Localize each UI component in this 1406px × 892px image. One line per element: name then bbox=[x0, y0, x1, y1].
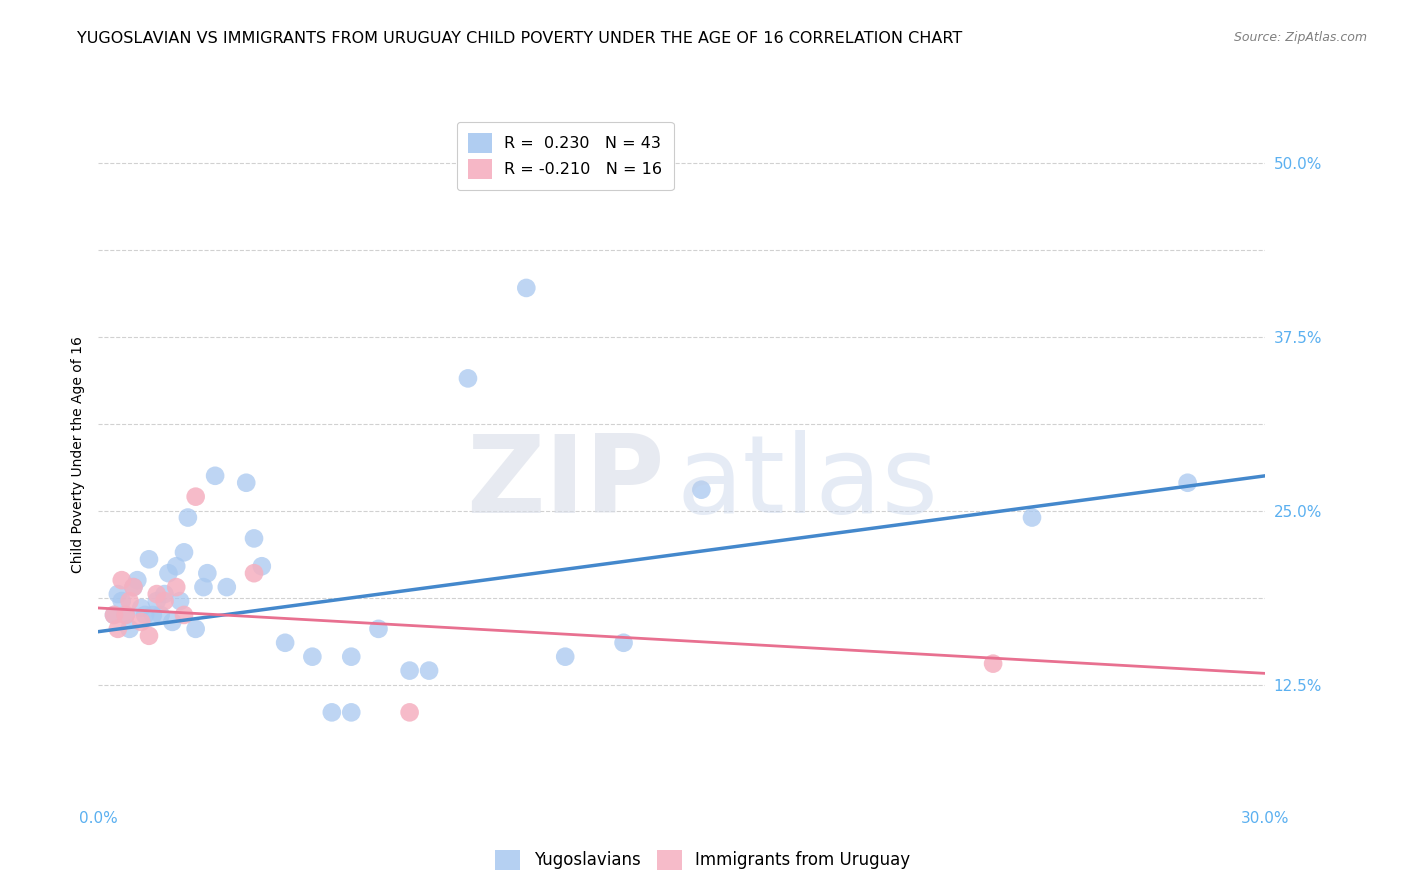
Y-axis label: Child Poverty Under the Age of 16: Child Poverty Under the Age of 16 bbox=[70, 336, 84, 574]
Point bbox=[162, 615, 184, 629]
Text: Source: ZipAtlas.com: Source: ZipAtlas.com bbox=[1233, 31, 1367, 45]
Point bbox=[127, 573, 149, 587]
Point bbox=[153, 587, 176, 601]
Point bbox=[173, 607, 195, 622]
Point bbox=[169, 594, 191, 608]
Point bbox=[107, 587, 129, 601]
Point bbox=[184, 490, 207, 504]
Legend: Yugoslavians, Immigrants from Uruguay: Yugoslavians, Immigrants from Uruguay bbox=[489, 843, 917, 877]
Point bbox=[114, 607, 136, 622]
Point bbox=[418, 664, 440, 678]
Point bbox=[235, 475, 257, 490]
Point bbox=[184, 622, 207, 636]
Point bbox=[340, 706, 363, 720]
Point bbox=[111, 594, 134, 608]
Point bbox=[153, 594, 176, 608]
Point bbox=[134, 607, 156, 622]
Point bbox=[129, 601, 152, 615]
Point bbox=[138, 552, 160, 566]
Point bbox=[243, 532, 266, 546]
Point bbox=[157, 566, 180, 581]
Point bbox=[114, 607, 136, 622]
Point bbox=[515, 281, 537, 295]
Point bbox=[118, 622, 141, 636]
Point bbox=[195, 566, 218, 581]
Point bbox=[122, 580, 145, 594]
Point bbox=[215, 580, 238, 594]
Point bbox=[118, 594, 141, 608]
Point bbox=[250, 559, 273, 574]
Point bbox=[398, 706, 420, 720]
Point bbox=[111, 573, 134, 587]
Point bbox=[103, 607, 125, 622]
Point bbox=[149, 607, 172, 622]
Point bbox=[340, 649, 363, 664]
Point bbox=[981, 657, 1004, 671]
Point bbox=[398, 664, 420, 678]
Point bbox=[122, 580, 145, 594]
Point bbox=[142, 607, 165, 622]
Point bbox=[103, 607, 125, 622]
Point bbox=[204, 468, 226, 483]
Point bbox=[107, 622, 129, 636]
Point bbox=[173, 545, 195, 559]
Point bbox=[165, 559, 187, 574]
Point bbox=[321, 706, 343, 720]
Point bbox=[274, 636, 297, 650]
Point bbox=[146, 594, 169, 608]
Point bbox=[165, 580, 187, 594]
Legend: R =  0.230   N = 43, R = -0.210   N = 16: R = 0.230 N = 43, R = -0.210 N = 16 bbox=[457, 122, 673, 190]
Point bbox=[690, 483, 713, 497]
Point bbox=[146, 587, 169, 601]
Point bbox=[138, 629, 160, 643]
Text: atlas: atlas bbox=[676, 430, 938, 536]
Point bbox=[177, 510, 200, 524]
Point bbox=[1177, 475, 1199, 490]
Point bbox=[367, 622, 389, 636]
Point bbox=[613, 636, 636, 650]
Point bbox=[243, 566, 266, 581]
Point bbox=[193, 580, 215, 594]
Point bbox=[1021, 510, 1043, 524]
Text: ZIP: ZIP bbox=[465, 430, 665, 536]
Point bbox=[554, 649, 576, 664]
Point bbox=[301, 649, 323, 664]
Text: YUGOSLAVIAN VS IMMIGRANTS FROM URUGUAY CHILD POVERTY UNDER THE AGE OF 16 CORRELA: YUGOSLAVIAN VS IMMIGRANTS FROM URUGUAY C… bbox=[77, 31, 963, 46]
Point bbox=[129, 615, 152, 629]
Point bbox=[457, 371, 479, 385]
